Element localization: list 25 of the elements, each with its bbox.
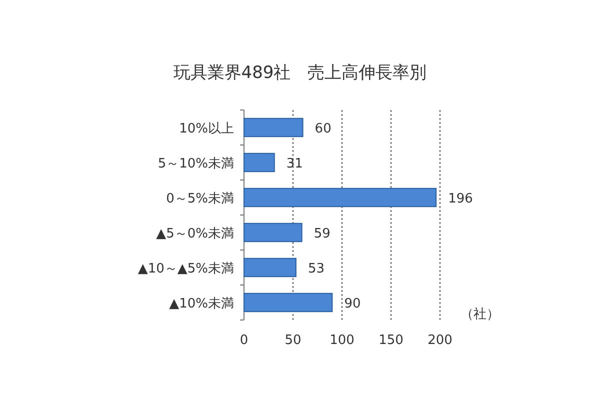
bar (244, 152, 275, 172)
bar (244, 258, 296, 278)
y-tick-label: 0～5%未満 (166, 192, 234, 206)
data-label: 59 (314, 226, 330, 242)
y-tick-label: 5～10%未満 (158, 156, 234, 172)
y-tick-label: ▲5～0%未満 (156, 226, 234, 242)
bar (244, 222, 302, 242)
x-tick-label: 100 (330, 333, 354, 348)
y-tick-label: ▲10～▲5%未満 (138, 262, 234, 276)
y-tick-label: ▲10%未満 (169, 296, 234, 312)
bar (244, 188, 437, 208)
y-tick-label: 10%以上 (179, 122, 234, 136)
data-label: 31 (286, 156, 303, 172)
bar (244, 292, 333, 312)
data-label: 53 (308, 262, 324, 276)
x-tick-label: 150 (378, 333, 404, 348)
x-tick-label: 50 (284, 333, 302, 348)
chart-title: 玩具業界489社 売上高伸長率別 (173, 63, 427, 83)
data-label: 60 (314, 122, 332, 136)
x-tick-label: 200 (428, 333, 452, 348)
data-label: 196 (448, 192, 473, 206)
x-tick-label: 0 (240, 333, 248, 348)
bar (244, 118, 304, 138)
x-axis-title: （社） (460, 307, 500, 322)
data-label: 90 (344, 296, 361, 312)
